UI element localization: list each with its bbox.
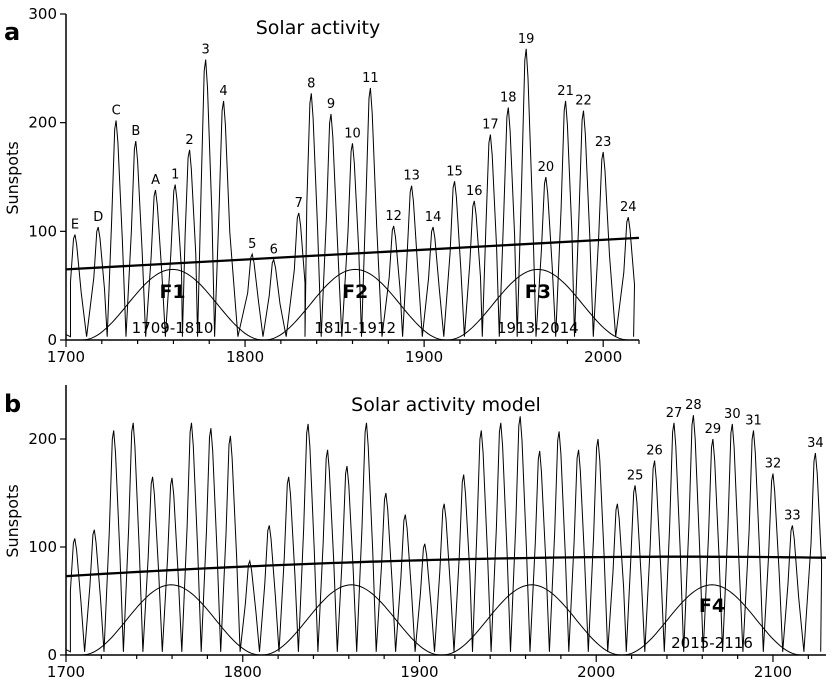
cycle-label: 1 xyxy=(171,168,179,183)
cycle-label: 4 xyxy=(219,84,227,99)
cycle-label: 31 xyxy=(745,413,762,428)
family-curve-1 xyxy=(81,584,261,656)
family-range-label: 1811-1912 xyxy=(314,319,396,337)
cycle-label: 27 xyxy=(666,406,683,421)
cycle-label: 16 xyxy=(466,184,483,199)
cycle-label: 19 xyxy=(518,32,535,47)
family-range-label: 1709-1810 xyxy=(132,319,214,337)
trend-line xyxy=(65,555,827,578)
sunspot-series-line xyxy=(65,48,636,338)
cycle-label: 34 xyxy=(807,436,824,451)
cycle-label: 3 xyxy=(202,43,210,58)
y-axis-label: Sunspots xyxy=(3,484,22,557)
cycle-label: 23 xyxy=(595,135,612,150)
cycle-label: 8 xyxy=(307,76,315,91)
x-tick-label: 1800 xyxy=(224,663,262,681)
y-tick-label: 0 xyxy=(47,646,57,664)
cycle-label: 33 xyxy=(784,508,801,523)
cycle-label: 15 xyxy=(446,164,463,179)
cycle-label: C xyxy=(112,103,121,118)
cycle-label: 6 xyxy=(270,243,278,258)
cycle-label: D xyxy=(93,210,103,225)
family-curve-3 xyxy=(442,584,622,656)
x-tick-label: 1900 xyxy=(400,663,438,681)
panel-letter: a xyxy=(4,18,20,46)
cycle-label: 11 xyxy=(362,71,379,86)
cycle-label: 9 xyxy=(327,97,335,112)
cycle-label: 2 xyxy=(185,133,193,148)
y-tick-label: 100 xyxy=(28,222,57,240)
cycle-label: 21 xyxy=(557,84,574,99)
x-tick-label: 1700 xyxy=(47,663,85,681)
panel-b: 0 100 200 1700 1800 1900 2000 2100 b Solar activi… xyxy=(3,385,827,681)
x-tick-label: 2000 xyxy=(584,348,622,366)
panel-letter: b xyxy=(4,390,21,418)
y-tick-label: 100 xyxy=(28,538,57,556)
cycle-label: 28 xyxy=(685,398,702,413)
y-tick-label: 200 xyxy=(28,114,57,132)
cycle-label: 14 xyxy=(425,210,442,225)
cycle-label: 13 xyxy=(403,169,420,184)
family-curve-2 xyxy=(262,584,441,656)
cycle-label: E xyxy=(71,218,79,233)
cycle-label: A xyxy=(151,173,160,188)
x-tick-label: 1800 xyxy=(226,348,264,366)
family-label: F4 xyxy=(699,595,725,617)
cycle-label: 25 xyxy=(627,468,644,483)
family-range-label: 1913-2014 xyxy=(497,319,579,337)
panel-a: 0 100 200 300 1700 1800 1900 2000 a Solar activit… xyxy=(3,5,640,366)
cycle-label: 32 xyxy=(765,457,782,472)
cycle-label: 22 xyxy=(575,94,592,109)
cycle-label: 17 xyxy=(482,118,499,133)
y-tick-label: 200 xyxy=(28,430,57,448)
family-curve-f4 xyxy=(622,584,802,656)
trend-line xyxy=(65,236,640,271)
cycle-label: 7 xyxy=(295,196,303,211)
x-tick-label: 2000 xyxy=(577,663,615,681)
y-tick-label: 300 xyxy=(28,5,57,23)
x-tick-label: 2100 xyxy=(754,663,792,681)
x-tick-label: 1900 xyxy=(405,348,443,366)
cycle-label: 20 xyxy=(538,160,555,175)
y-tick-label: 0 xyxy=(47,331,57,349)
cycle-label: 26 xyxy=(646,444,663,459)
family-range-label: 2015-2116 xyxy=(671,634,753,652)
family-curve-f1 xyxy=(82,268,264,341)
cycle-label: 18 xyxy=(500,90,517,105)
chart-title: Solar activity model xyxy=(351,394,541,416)
cycle-label: 30 xyxy=(724,407,741,422)
chart-title: Solar activity xyxy=(256,17,381,39)
cycle-label: 10 xyxy=(344,126,361,141)
family-label: F3 xyxy=(525,281,551,303)
y-axis-label: Sunspots xyxy=(3,141,22,214)
sunspot-series-line xyxy=(65,415,823,653)
cycle-label: 5 xyxy=(248,237,256,252)
family-label: F2 xyxy=(342,281,368,303)
cycle-label: B xyxy=(131,124,140,139)
family-curve-f2 xyxy=(264,268,446,341)
x-tick-label: 1700 xyxy=(47,348,85,366)
cycle-label: 12 xyxy=(385,209,402,224)
family-curve-f3 xyxy=(447,268,629,341)
family-label: F1 xyxy=(159,281,185,303)
cycle-label: 29 xyxy=(705,422,722,437)
cycle-label: 24 xyxy=(620,200,637,215)
